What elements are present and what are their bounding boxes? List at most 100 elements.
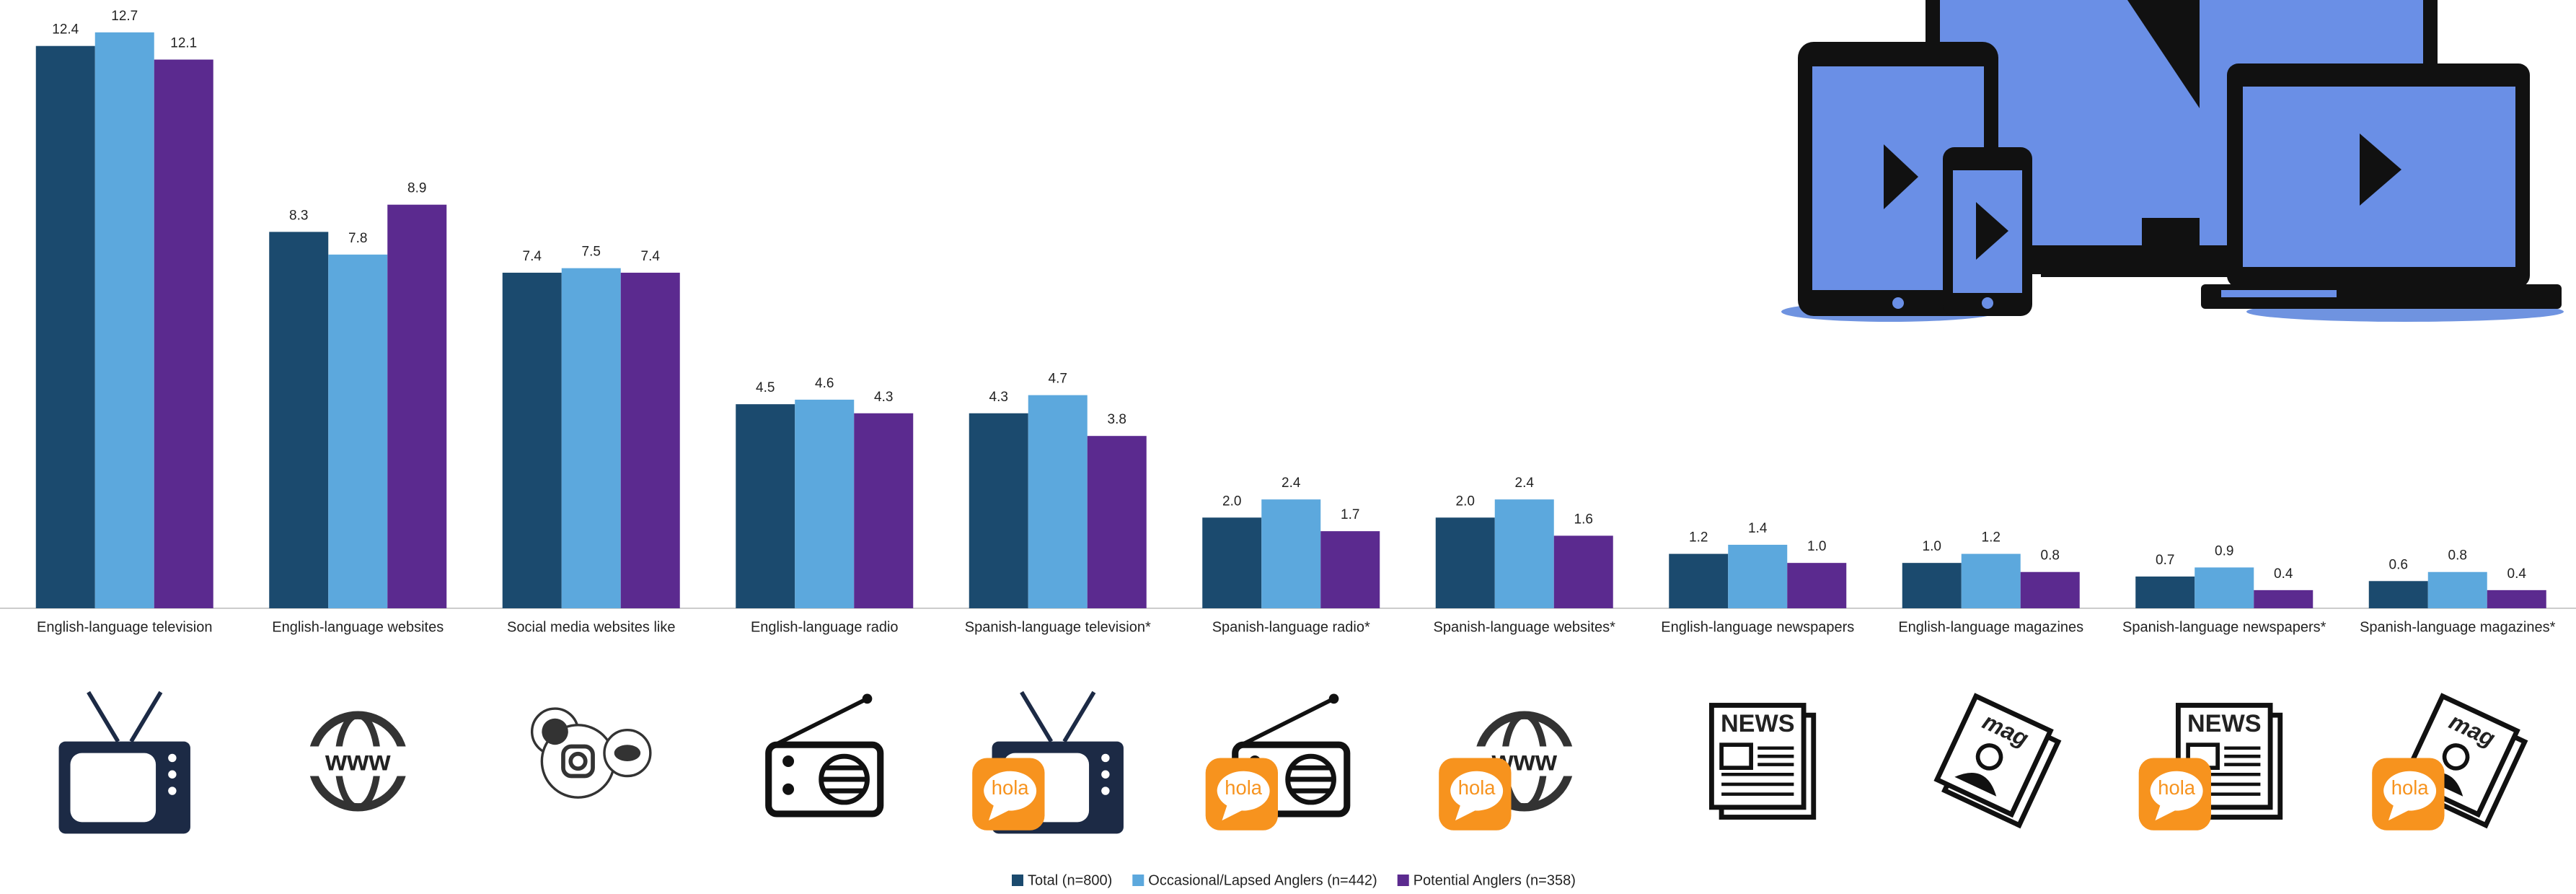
icon-part <box>305 746 411 776</box>
legend-swatch <box>1132 875 1144 886</box>
bar <box>854 413 914 608</box>
x-tick-label: English-language newspapers <box>1661 619 1854 635</box>
bar <box>2427 571 2487 608</box>
icon-part <box>87 691 120 743</box>
icon-part <box>168 786 177 795</box>
value-label: 4.3 <box>989 390 1008 405</box>
x-tick-label: English-language websites <box>272 619 444 635</box>
category-icon: hola <box>1205 693 1351 831</box>
legend-label: Potential Anglers (n=358) <box>1413 872 1576 888</box>
value-label: 0.4 <box>2507 566 2527 582</box>
bar <box>1961 553 2021 608</box>
icon-part <box>1975 743 2003 771</box>
icon-part <box>1240 696 1335 747</box>
bar <box>1728 545 1788 608</box>
value-label: 12.1 <box>170 36 197 51</box>
bar <box>1902 563 1962 608</box>
value-label: 4.3 <box>874 390 893 405</box>
x-tick-label: Spanish-language newspapers* <box>2122 619 2326 635</box>
bar <box>2020 571 2080 608</box>
value-label: 3.8 <box>1108 412 1126 427</box>
value-label: 0.8 <box>2041 548 2060 564</box>
bar <box>969 413 1028 608</box>
legend-label: Total (n=800) <box>1028 872 1112 888</box>
value-label: 8.3 <box>289 208 308 223</box>
icon-part <box>70 753 156 823</box>
value-label: 1.7 <box>1341 507 1359 522</box>
value-label: 7.5 <box>582 245 601 260</box>
bar <box>1028 395 1088 608</box>
icon-part <box>542 718 568 745</box>
icon-part <box>1450 771 1504 821</box>
bar <box>387 204 447 609</box>
value-label: 7.4 <box>523 249 542 264</box>
bar <box>1669 553 1729 608</box>
icon-part: mag <box>1933 693 2062 829</box>
icon-part <box>2150 771 2203 821</box>
spanish-badge: hola <box>2372 758 2445 831</box>
bar <box>1320 531 1380 608</box>
value-label: 7.8 <box>348 231 367 246</box>
icon-part <box>2442 743 2470 771</box>
icon-text: NEWS <box>2187 710 2262 737</box>
icon-part <box>1101 770 1110 779</box>
icon-part <box>1062 691 1096 743</box>
spanish-badge: hola <box>2138 758 2212 831</box>
icon-part <box>568 751 588 771</box>
legend-swatch <box>1012 875 1023 886</box>
icon-part <box>782 755 795 767</box>
icon-part <box>862 693 873 704</box>
icon-part <box>1101 753 1110 763</box>
value-label: 2.0 <box>1222 494 1241 509</box>
legend-swatch <box>1397 875 1409 886</box>
value-label: 1.6 <box>1574 512 1593 527</box>
spanish-badge: hola <box>972 758 1045 831</box>
category-icon: hola <box>972 691 1124 834</box>
value-label: 0.7 <box>2156 553 2174 568</box>
icon-part <box>2383 771 2437 821</box>
icon-part <box>1954 772 1997 797</box>
category-icon <box>765 693 884 818</box>
bar <box>1261 499 1321 608</box>
icon-text: hola <box>992 776 1030 799</box>
spanish-badge: hola <box>1205 758 1279 831</box>
icon-text: hola <box>1225 776 1263 799</box>
icon-part <box>984 771 1037 821</box>
value-label: 1.2 <box>1982 530 2001 545</box>
bar <box>94 32 154 609</box>
value-label: 0.6 <box>2389 557 2408 572</box>
bar <box>2254 590 2313 608</box>
value-label: 1.4 <box>1748 521 1768 536</box>
bar <box>1553 535 1613 608</box>
category-icon: NEWS <box>1708 703 1817 820</box>
x-tick-label: English-language radio <box>751 619 899 635</box>
bar <box>1494 499 1554 608</box>
category-icon: www <box>305 711 411 812</box>
value-label: 1.0 <box>1807 539 1826 554</box>
icon-part <box>782 783 795 795</box>
icon-text: www <box>325 746 391 777</box>
icon-text: hola <box>2158 776 2196 799</box>
bar <box>1087 436 1147 608</box>
value-label: 1.0 <box>1923 539 1941 554</box>
icon-part <box>614 745 641 761</box>
value-label: 1.2 <box>1689 530 1708 545</box>
category-icon: NEWS hola <box>2138 703 2283 831</box>
bar <box>328 254 388 608</box>
icon-part <box>1217 771 1270 821</box>
bar <box>1435 517 1495 608</box>
value-label: 12.4 <box>52 22 79 38</box>
value-label: 4.6 <box>815 376 834 391</box>
value-label: 0.9 <box>2215 543 2233 558</box>
legend-label: Occasional/Lapsed Anglers (n=442) <box>1148 872 1377 888</box>
x-tick-label: Spanish-language websites* <box>1434 619 1616 635</box>
bar <box>2487 590 2546 608</box>
value-label: 12.7 <box>111 9 138 24</box>
bar <box>154 59 213 609</box>
bar <box>35 45 95 608</box>
value-label: 4.5 <box>756 380 775 395</box>
icon-part <box>561 744 595 779</box>
